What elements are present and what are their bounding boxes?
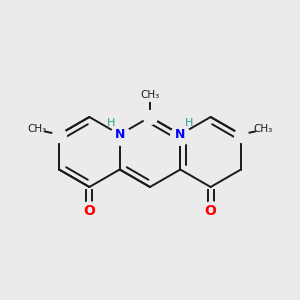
Text: N: N <box>175 128 185 141</box>
Text: H: H <box>106 118 115 128</box>
Text: CH₃: CH₃ <box>140 90 160 100</box>
Text: H: H <box>185 118 194 128</box>
Text: CH₃: CH₃ <box>27 124 47 134</box>
Text: O: O <box>83 204 95 218</box>
Text: CH₃: CH₃ <box>253 124 273 134</box>
Text: N: N <box>115 128 125 141</box>
Text: O: O <box>205 204 217 218</box>
